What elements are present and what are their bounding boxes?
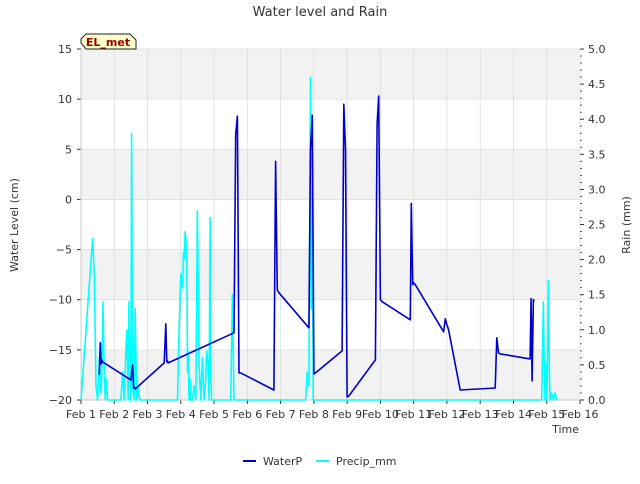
site-label: EL_met xyxy=(86,36,130,49)
y2-tick-label-3: 3.5 xyxy=(588,148,606,161)
y2-tick-label-6: 2.0 xyxy=(588,254,606,267)
y-tick-label-0: 15 xyxy=(58,43,72,56)
legend-label-waterp: WaterP xyxy=(263,455,303,468)
x-axis-label: Time xyxy=(551,423,579,436)
y2-tick-label-10: 0.0 xyxy=(588,394,606,407)
plot-bands xyxy=(81,49,580,400)
x-tick-label-13: Feb 14 xyxy=(495,408,532,421)
x-tick-label-3: Feb 4 xyxy=(166,408,196,421)
x-tick-label-12: Feb 13 xyxy=(462,408,499,421)
y2-tick-label-7: 1.5 xyxy=(588,289,606,302)
y2-tick-label-8: 1.0 xyxy=(588,324,606,337)
x-tick-label-7: Feb 8 xyxy=(299,408,329,421)
plot-band-3 xyxy=(81,349,580,400)
x-tick-label-4: Feb 5 xyxy=(199,408,229,421)
plot-band-1 xyxy=(81,149,580,200)
chart-title: Water level and Rain xyxy=(253,5,388,20)
x-tick-label-6: Feb 7 xyxy=(266,408,296,421)
plot-band-0 xyxy=(81,49,580,100)
y-axis-label: Water Level (cm) xyxy=(8,178,21,272)
y2-tick-label-5: 2.5 xyxy=(588,219,606,232)
x-tick-label-10: Feb 11 xyxy=(395,408,432,421)
series-layer xyxy=(80,76,558,401)
y-tick-label-5: −10 xyxy=(49,294,72,307)
y-tick-label-1: 10 xyxy=(58,93,72,106)
y2-tick-label-0: 5.0 xyxy=(588,43,606,56)
x-tick-label-5: Feb 6 xyxy=(232,408,262,421)
x-tick-label-0: Feb 1 xyxy=(66,408,96,421)
y-tick-label-3: 0 xyxy=(65,193,72,206)
x-tick-label-11: Feb 12 xyxy=(428,408,465,421)
x-tick-label-15: Feb 16 xyxy=(562,408,599,421)
x-tick-label-2: Feb 3 xyxy=(133,408,163,421)
y2-axis-label: Rain (mm) xyxy=(620,196,633,254)
y2-tick-label-9: 0.5 xyxy=(588,359,606,372)
y-tick-label-4: −5 xyxy=(56,244,72,257)
site-label-background xyxy=(80,33,137,50)
x-tick-label-1: Feb 2 xyxy=(99,408,129,421)
legend-label-precip: Precip_mm xyxy=(336,455,397,468)
y2-tick-label-1: 4.5 xyxy=(588,78,606,91)
site-label-box: EL_met xyxy=(80,33,137,50)
y-tick-label-6: −15 xyxy=(49,344,72,357)
plot-band-2 xyxy=(81,249,580,300)
x-tick-label-9: Feb 10 xyxy=(362,408,399,421)
x-tick-label-8: Feb 9 xyxy=(332,408,362,421)
x-tick-label-14: Feb 15 xyxy=(528,408,565,421)
y-tick-label-7: −20 xyxy=(49,394,72,407)
legend: WaterP Precip_mm xyxy=(243,455,397,468)
series-line-precip-mm xyxy=(80,76,558,401)
y2-tick-label-2: 4.0 xyxy=(588,113,606,126)
y-tick-label-2: 5 xyxy=(65,143,72,156)
y2-tick-label-4: 3.0 xyxy=(588,183,606,196)
series-line-waterp xyxy=(98,95,535,398)
